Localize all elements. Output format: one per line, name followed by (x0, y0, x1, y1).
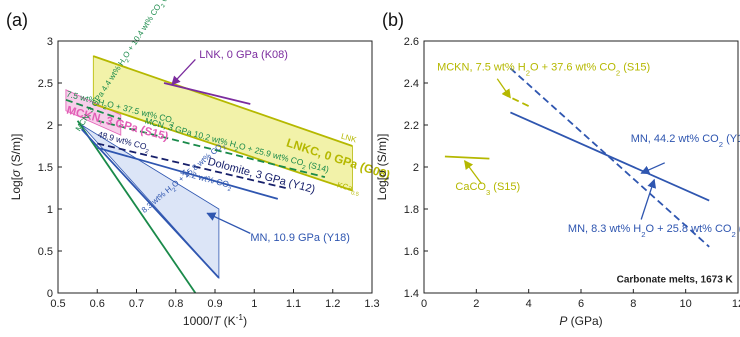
x-axis-title: 1000/T (K-1) (183, 312, 247, 328)
annotation-label-0: MCKN, 7.5 wt% H2O + 37.6 wt% CO2 (S15) (437, 61, 650, 77)
y-tick-label: 1.4 (404, 288, 419, 300)
annotation-label-4: Carbonate melts, 1673 K (617, 275, 734, 286)
x-tick-label: 0.8 (168, 298, 183, 310)
annotation-arrow-0 (496, 78, 511, 99)
x-tick-label: 0 (421, 298, 427, 310)
series-line-3 (509, 67, 710, 248)
x-tick-label: 2 (473, 298, 479, 310)
annotation-label-2: MN, 44.2 wt% CO2 (Y18) (631, 133, 740, 149)
series-line-8 (80, 128, 220, 279)
x-tick-label: 1.1 (286, 298, 301, 310)
x-tick-label: 0.7 (129, 298, 144, 310)
series-line-6 (97, 146, 279, 200)
y-tick-label: 2 (47, 120, 53, 132)
x-tick-label: 6 (578, 298, 584, 310)
y-tick-label: 2.5 (38, 78, 53, 90)
series-line-4 (97, 119, 326, 178)
chart-panel-b: MCKN, 7.5 wt% H2O + 37.6 wt% CO2 (S15) Ca… (375, 36, 740, 328)
annotation-arrow-3 (640, 178, 657, 220)
x-tick-label: 0.5 (50, 298, 65, 310)
x-tick-label: 1 (251, 298, 257, 310)
annotation-label-2: LNK (340, 132, 358, 145)
y-tick-label: 1.6 (404, 246, 419, 258)
y-tick-label: 2.2 (404, 120, 419, 132)
series-line-0 (502, 92, 530, 107)
y-axis-title: Log[σ (S/m)] (9, 134, 23, 201)
y-tick-label: 2 (413, 162, 419, 174)
x-tick-label: 1.2 (325, 298, 340, 310)
annotation-label-12: MN, 10.9 GPa (Y18) (250, 232, 350, 244)
plot-frame (423, 40, 739, 294)
y-tick-label: 0.5 (38, 246, 53, 258)
x-tick-label: 8 (630, 298, 636, 310)
series-line-1 (444, 155, 490, 160)
series-line-2 (163, 82, 251, 105)
annotation-label-3: KCa0.5 (335, 180, 361, 198)
y-tick-label: 1.8 (404, 204, 419, 216)
y-tick-label: 1 (47, 204, 53, 216)
y-tick-label: 0 (47, 288, 53, 300)
y-tick-label: 3 (47, 36, 53, 48)
panel-label-b: (b) (382, 10, 404, 30)
annotation-arrow-1 (206, 212, 251, 234)
series-line-0 (93, 55, 353, 147)
y-tick-label: 1.5 (38, 162, 53, 174)
x-tick-label: 0.9 (207, 298, 222, 310)
annotation-label-3: MN, 8.3 wt% H2O + 25.8 wt% CO2 (Y18) (568, 223, 740, 239)
annotation-arrow-1 (464, 159, 483, 185)
series-line-3 (65, 98, 122, 120)
panel-label-a: (a) (6, 10, 28, 30)
annotation-arrow-0 (171, 59, 196, 86)
annotation-label-0: LNK, 0 GPa (K08) (199, 49, 288, 61)
x-tick-label: 10 (680, 298, 692, 310)
y-tick-label: 2.4 (404, 78, 419, 90)
chart-panel-a: LNK, 0 GPa (K08)LNKC, 0 GPa (G08)LNKKCa0… (9, 0, 392, 328)
annotation-label-1: CaCO3 (S15) (455, 181, 520, 197)
series-line-1 (93, 103, 353, 192)
series-line-7 (76, 120, 197, 294)
y-tick-label: 2.6 (404, 36, 419, 48)
y-axis-title: Log[σ (S/m)] (375, 134, 389, 201)
x-tick-label: 1.3 (364, 298, 379, 310)
x-tick-label: 0.6 (90, 298, 105, 310)
annotation-arrow-2 (640, 162, 665, 175)
x-tick-label: 4 (526, 298, 532, 310)
x-axis-title: P (GPa) (559, 314, 602, 328)
x-tick-label: 12 (732, 298, 740, 310)
